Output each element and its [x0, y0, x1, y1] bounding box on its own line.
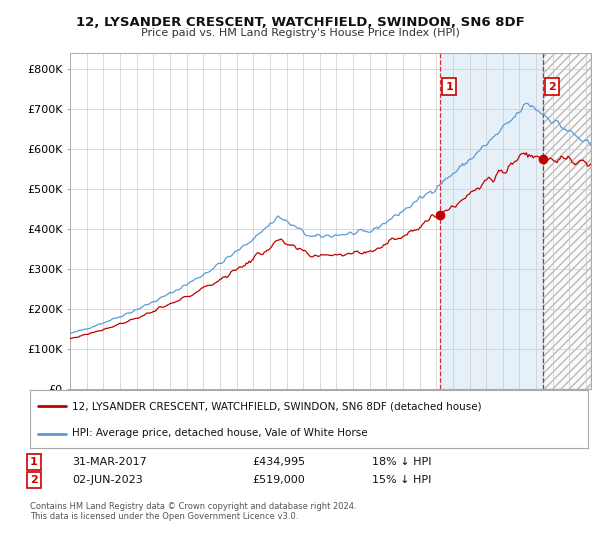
- Text: 12, LYSANDER CRESCENT, WATCHFIELD, SWINDON, SN6 8DF: 12, LYSANDER CRESCENT, WATCHFIELD, SWIND…: [76, 16, 524, 29]
- Text: £434,995: £434,995: [252, 457, 305, 467]
- Text: 12, LYSANDER CRESCENT, WATCHFIELD, SWINDON, SN6 8DF (detached house): 12, LYSANDER CRESCENT, WATCHFIELD, SWIND…: [72, 401, 481, 411]
- Bar: [543, 53, 591, 389]
- Text: 31-MAR-2017: 31-MAR-2017: [72, 457, 147, 467]
- Text: £519,000: £519,000: [252, 475, 305, 485]
- Text: HPI: Average price, detached house, Vale of White Horse: HPI: Average price, detached house, Vale…: [72, 428, 367, 438]
- Bar: [543, 53, 591, 389]
- Text: Price paid vs. HM Land Registry's House Price Index (HPI): Price paid vs. HM Land Registry's House …: [140, 28, 460, 38]
- Text: 1: 1: [445, 82, 453, 92]
- Text: 18% ↓ HPI: 18% ↓ HPI: [372, 457, 431, 467]
- Text: 2: 2: [548, 82, 556, 92]
- Bar: [440, 53, 543, 389]
- Text: 1: 1: [30, 457, 38, 467]
- Text: 15% ↓ HPI: 15% ↓ HPI: [372, 475, 431, 485]
- Text: Contains HM Land Registry data © Crown copyright and database right 2024.
This d: Contains HM Land Registry data © Crown c…: [30, 502, 356, 521]
- Text: 2: 2: [30, 475, 38, 485]
- Text: 02-JUN-2023: 02-JUN-2023: [72, 475, 143, 485]
